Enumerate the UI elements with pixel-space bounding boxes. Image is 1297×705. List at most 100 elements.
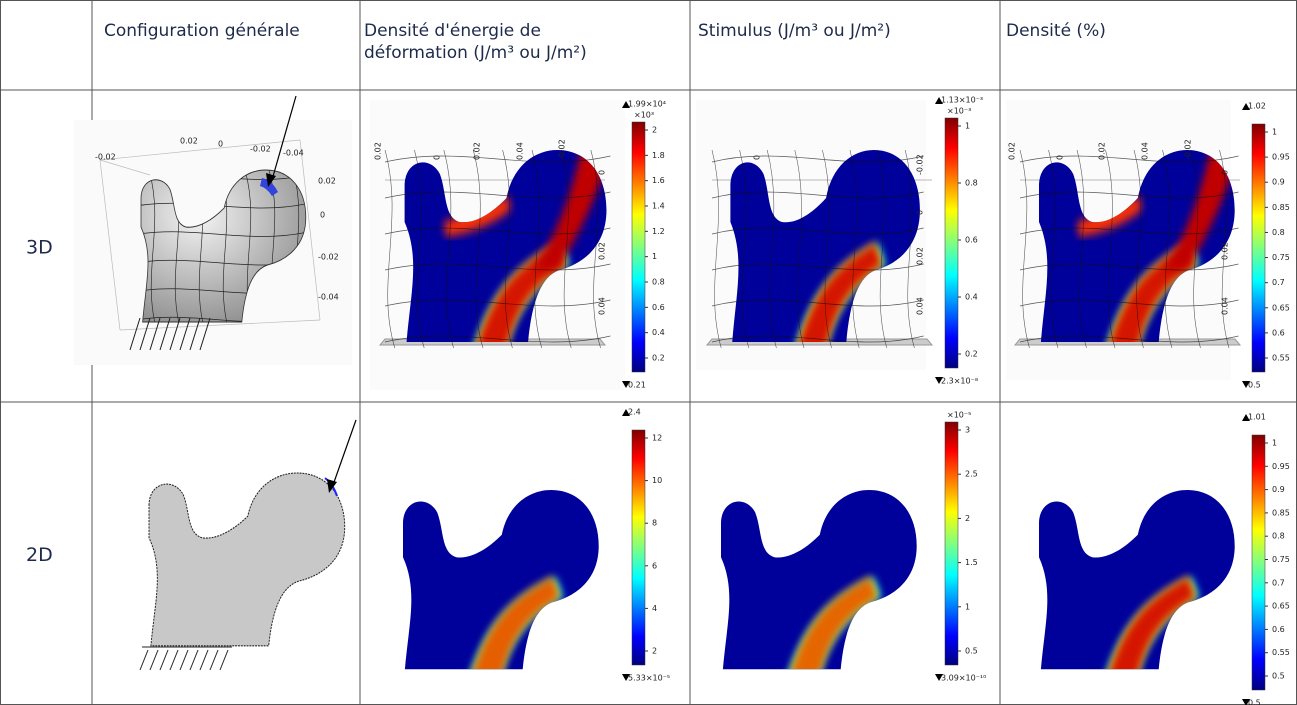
hatch — [189, 649, 199, 671]
colorbar-min: 0.21 — [628, 381, 646, 390]
hatch — [199, 649, 209, 671]
mesh-line — [384, 155, 611, 163]
colorbar-tick-label: 0.95 — [1272, 462, 1290, 471]
load-arrow — [271, 95, 297, 181]
header-text: Configuration générale — [104, 21, 300, 41]
axis-box-line — [99, 159, 121, 331]
colorbar-tick-label: 8 — [652, 519, 657, 528]
femur-figure — [711, 149, 924, 349]
colorbar — [1251, 434, 1266, 691]
mesh-line — [1105, 149, 1116, 349]
axis-box-line — [99, 159, 151, 176]
mesh-line — [1219, 149, 1230, 349]
colorbar-tick-label: 1 — [1272, 128, 1277, 137]
colorbar-tick-label: 1 — [965, 122, 970, 131]
colorbar-tick-label: 0.2 — [652, 354, 665, 363]
hatch — [179, 317, 191, 351]
colorbar — [1251, 123, 1266, 373]
colorbar-tick-label: 0.6 — [1272, 625, 1285, 634]
arrow-head — [266, 173, 276, 187]
mesh-line — [384, 149, 396, 349]
axis-label: -0.02 — [1184, 139, 1193, 160]
mesh-line — [739, 149, 750, 349]
mesh-line — [384, 191, 611, 199]
colorbar-tick-label: 0.5 — [965, 647, 978, 656]
result-cell: ×10⁻⁵ 3 2.5 2 1.5 1 0.5 3.09×10⁻¹⁰ — [696, 411, 986, 683]
mesh-line — [384, 263, 611, 271]
mesh-line — [1133, 149, 1144, 349]
colorbar-min: 0.5 — [1248, 381, 1261, 390]
colorbar-tick-label: 1 — [965, 602, 970, 611]
colorbar-tick-label: 0.85 — [1272, 203, 1290, 212]
axis-label: -0.02 — [95, 153, 116, 162]
min-marker — [1242, 381, 1250, 388]
mesh-line — [384, 335, 611, 343]
colorbar-tick-label: 0.6 — [965, 236, 978, 245]
mesh-line — [1019, 299, 1239, 307]
hatch — [179, 649, 189, 671]
mesh-line — [1019, 227, 1239, 235]
colorbar-min: 5.33×10⁻⁵ — [628, 674, 670, 683]
colorbar-tick-label: 0.4 — [652, 328, 665, 337]
row-label: 2D — [26, 544, 53, 566]
axis-label: 0.02 — [180, 137, 198, 146]
hatch — [149, 649, 159, 671]
colorbar — [631, 121, 646, 373]
colorbar-tick-label: 0.4 — [965, 293, 978, 302]
colorbar-tick-label: 0.55 — [1272, 354, 1290, 363]
mesh — [711, 149, 924, 349]
result-cell: 0 -0.02 0 0.02 0.04 1.13×10⁻³ ×10⁻³ 1 0.8 0.6 0.4 0… — [696, 96, 983, 386]
heat — [793, 243, 887, 343]
hatch — [159, 317, 171, 351]
hatching — [129, 317, 211, 351]
min-marker — [1242, 699, 1250, 705]
hatch — [159, 649, 169, 671]
colorbar-tick-label: 0.95 — [1272, 153, 1290, 162]
mesh-line — [794, 149, 805, 349]
femur-figure — [1039, 490, 1235, 670]
colorbar-tick-label: 0.6 — [652, 303, 665, 312]
mesh-line — [1162, 149, 1173, 349]
axes-box — [99, 139, 321, 331]
heat — [786, 577, 882, 670]
row-3d: -0.020.02 0-0.02 -0.040.020-0.02-0.040.02 0… — [74, 95, 1290, 390]
axis-label: 0 — [218, 140, 223, 149]
colorbar-tick-label: 0.9 — [1272, 485, 1285, 494]
load-arrow — [332, 419, 357, 486]
colorbar-min: 0.5 — [1248, 699, 1261, 705]
colorbar-tick-label: 0.8 — [1272, 532, 1285, 541]
mesh-line — [711, 191, 924, 199]
min-marker — [935, 674, 943, 681]
hatch — [139, 317, 151, 351]
result-cell: 1.01 1 0.95 0.9 0.85 0.8 0.75 0.7 0.65 0.6 0.55 0.5… — [1016, 413, 1290, 705]
axis-label: 0 — [1221, 170, 1230, 175]
axis-box-line — [119, 319, 321, 331]
mesh-line — [472, 149, 484, 349]
heat-core — [795, 243, 882, 343]
min-marker — [622, 381, 630, 388]
axis-label: 0.02 — [916, 247, 925, 265]
mesh-line — [711, 299, 924, 307]
colorbar-tick-label: 1.8 — [652, 151, 665, 160]
colorbar-tick-label: 2 — [965, 514, 970, 523]
mesh-line — [531, 149, 543, 349]
mesh-line — [877, 149, 888, 349]
max-marker — [622, 101, 630, 108]
arrow-head — [327, 479, 337, 493]
colorbar-scale: ×10⁻⁵ — [947, 411, 971, 420]
mesh-line — [766, 149, 777, 349]
colorbar-tick-label: 0.2 — [965, 350, 978, 359]
colorbar-tick-label: 0.65 — [1272, 303, 1290, 312]
axis-label: -0.02 — [250, 145, 271, 154]
mesh — [1019, 149, 1239, 349]
colorbar-tick-label: 1 — [1272, 439, 1277, 448]
hatch — [189, 317, 201, 351]
mesh-line — [711, 155, 924, 163]
colorbar-tick-label: 2.5 — [965, 470, 978, 479]
colorbar-tick-label: 1.2 — [652, 227, 665, 236]
header-text: Stimulus (J/m³ ou J/m²) — [698, 21, 891, 41]
colorbar — [944, 421, 959, 666]
colorbar-tick-label: 3 — [965, 426, 970, 435]
axis-label: 0.02 — [374, 142, 383, 160]
